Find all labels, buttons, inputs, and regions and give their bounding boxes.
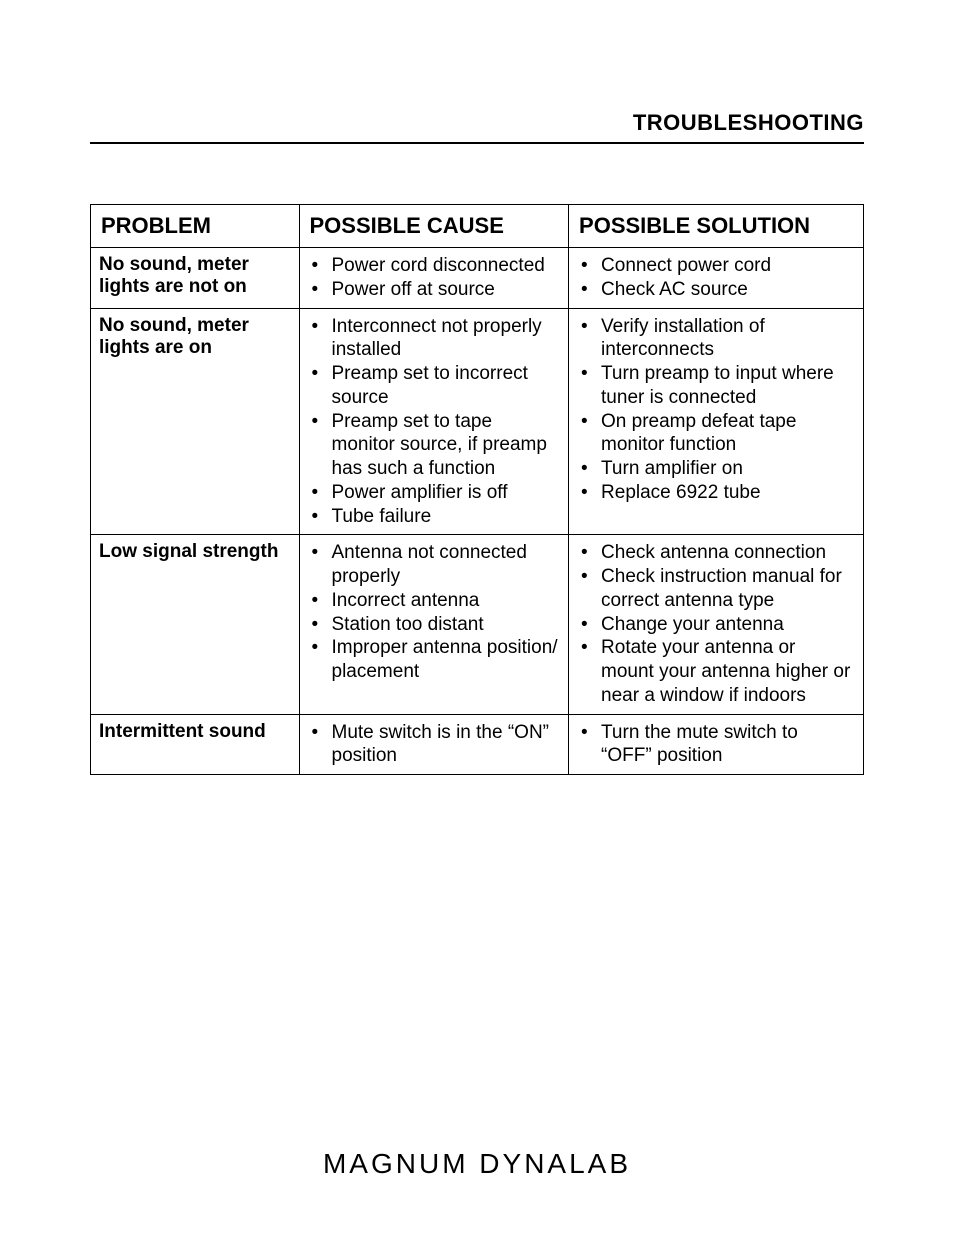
section-title: TROUBLESHOOTING bbox=[90, 110, 864, 136]
problem-cell: No sound, meter lights are on bbox=[91, 308, 300, 535]
solution-item: On preamp defeat tape monitor function bbox=[579, 410, 853, 458]
cause-item: Incorrect antenna bbox=[310, 589, 559, 613]
cause-item: Improper antenna position/ placement bbox=[310, 636, 559, 684]
cause-item: Power amplifier is off bbox=[310, 481, 559, 505]
table-row: No sound, meter lights are onInterconnec… bbox=[91, 308, 864, 535]
problem-cell: Low signal strength bbox=[91, 535, 300, 714]
cause-item: Power off at source bbox=[310, 278, 559, 302]
header-rule: TROUBLESHOOTING bbox=[90, 110, 864, 144]
solution-item: Check AC source bbox=[579, 278, 853, 302]
cause-item: Antenna not connected properly bbox=[310, 541, 559, 589]
table-row: Intermittent soundMute switch is in the … bbox=[91, 714, 864, 775]
cause-item: Station too distant bbox=[310, 613, 559, 637]
solution-cell: Connect power cordCheck AC source bbox=[569, 248, 864, 309]
cause-cell: Interconnect not properly installedPream… bbox=[299, 308, 569, 535]
col-header-solution: POSSIBLE SOLUTION bbox=[569, 205, 864, 248]
solution-cell: Check antenna connectionCheck instructio… bbox=[569, 535, 864, 714]
table-row: No sound, meter lights are not onPower c… bbox=[91, 248, 864, 309]
table-header-row: PROBLEM POSSIBLE CAUSE POSSIBLE SOLUTION bbox=[91, 205, 864, 248]
solution-item: Check antenna connection bbox=[579, 541, 853, 565]
cause-cell: Antenna not connected properlyIncorrect … bbox=[299, 535, 569, 714]
col-header-problem: PROBLEM bbox=[91, 205, 300, 248]
solution-item: Turn preamp to input where tuner is conn… bbox=[579, 362, 853, 410]
solution-item: Replace 6922 tube bbox=[579, 481, 853, 505]
cause-cell: Power cord disconnectedPower off at sour… bbox=[299, 248, 569, 309]
solution-cell: Verify installation of interconnectsTurn… bbox=[569, 308, 864, 535]
problem-cell: No sound, meter lights are not on bbox=[91, 248, 300, 309]
cause-item: Power cord disconnected bbox=[310, 254, 559, 278]
table-body: No sound, meter lights are not onPower c… bbox=[91, 248, 864, 775]
troubleshooting-table: PROBLEM POSSIBLE CAUSE POSSIBLE SOLUTION… bbox=[90, 204, 864, 775]
solution-item: Turn amplifier on bbox=[579, 457, 853, 481]
solution-item: Check instruction manual for correct ant… bbox=[579, 565, 853, 613]
solution-cell: Turn the mute switch to “OFF” position bbox=[569, 714, 864, 775]
solution-item: Verify installation of interconnects bbox=[579, 315, 853, 363]
solution-item: Change your antenna bbox=[579, 613, 853, 637]
solution-item: Connect power cord bbox=[579, 254, 853, 278]
cause-cell: Mute switch is in the “ON” position bbox=[299, 714, 569, 775]
cause-item: Tube failure bbox=[310, 505, 559, 529]
solution-item: Turn the mute switch to “OFF” position bbox=[579, 721, 853, 769]
table-row: Low signal strengthAntenna not connected… bbox=[91, 535, 864, 714]
solution-item: Rotate your antenna or mount your antenn… bbox=[579, 636, 853, 707]
col-header-cause: POSSIBLE CAUSE bbox=[299, 205, 569, 248]
problem-cell: Intermittent sound bbox=[91, 714, 300, 775]
cause-item: Mute switch is in the “ON” position bbox=[310, 721, 559, 769]
cause-item: Preamp set to incorrect source bbox=[310, 362, 559, 410]
cause-item: Preamp set to tape monitor source, if pr… bbox=[310, 410, 559, 481]
footer-brand: MAGNUM DYNALAB bbox=[0, 1148, 954, 1180]
cause-item: Interconnect not properly installed bbox=[310, 315, 559, 363]
